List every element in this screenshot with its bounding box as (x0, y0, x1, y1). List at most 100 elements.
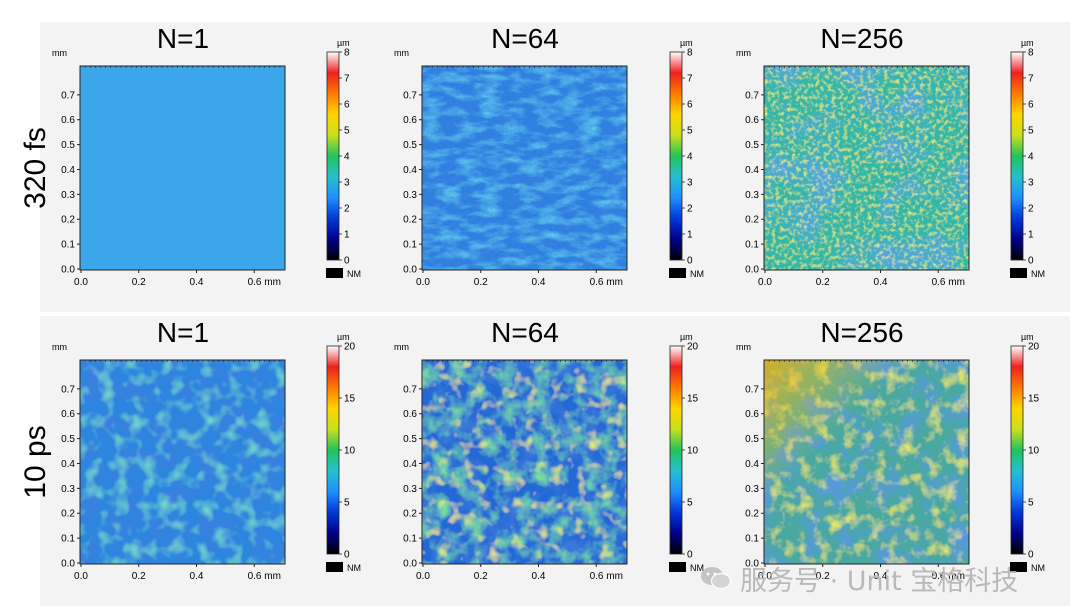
nm-label: NM (347, 563, 361, 573)
x-tick-label: 0.0 (416, 571, 430, 582)
y-tick-label: 0.0 (61, 265, 75, 276)
colorbar-tick-label: 5 (1028, 498, 1034, 509)
y-tick-label: 0.5 (745, 140, 759, 151)
colorbar-tick-label: 8 (1028, 48, 1034, 59)
y-tick-label: 0.4 (745, 165, 759, 176)
x-tick-label: 0.2 (132, 571, 146, 582)
colorbar-tick-label: 5 (687, 126, 693, 137)
panel-title: N=1 (157, 23, 209, 54)
nm-swatch (326, 562, 343, 572)
x-tick-label: 0.0 (74, 571, 88, 582)
y-tick-label: 0.3 (61, 484, 75, 495)
x-tick-label: 0.0 (416, 277, 430, 288)
colorbar-tick-label: 2 (1028, 204, 1034, 215)
nm-label: NM (347, 269, 361, 279)
colorbar (669, 51, 683, 261)
y-tick-label: 0.2 (61, 215, 75, 226)
y-tick-label: 0.3 (745, 190, 759, 201)
colorbar-tick-label: 20 (687, 342, 699, 353)
colorbar-tick-label: 2 (687, 204, 693, 215)
colorbar-unit: µm (680, 38, 693, 48)
x-tick-label: 0.0 (74, 277, 88, 288)
y-tick-label: 0.1 (745, 240, 759, 251)
x-tick-label: 0.2 (474, 277, 488, 288)
colorbar-tick-label: 8 (344, 48, 350, 59)
y-tick-label: 0.4 (745, 459, 759, 470)
row-label: 10 ps (19, 425, 52, 498)
panel-title: N=64 (491, 23, 559, 54)
x-tick-label: 0.2 (132, 277, 146, 288)
colorbar-tick-label: 1 (687, 230, 693, 241)
colorbar-tick-label: 5 (344, 126, 350, 137)
y-tick-label: 0.7 (403, 90, 417, 101)
colorbar-tick-label: 7 (1028, 74, 1034, 85)
x-tick-label: 0.0 (758, 277, 772, 288)
colorbar-tick-label: 0 (1028, 256, 1034, 267)
y-tick-label: 0.5 (61, 434, 75, 445)
y-tick-label: 0.5 (745, 434, 759, 445)
colorbar-unit: µm (1021, 38, 1034, 48)
nm-swatch (669, 562, 686, 572)
y-unit-label: mm (52, 342, 67, 352)
y-tick-label: 0.2 (745, 509, 759, 520)
y-tick-label: 0.4 (403, 459, 417, 470)
height-map (422, 66, 627, 270)
colorbar-tick-label: 0 (687, 256, 693, 267)
x-tick-label: 0.6 mm (248, 571, 281, 582)
y-tick-label: 0.6 (61, 409, 75, 420)
y-unit-label: mm (394, 48, 409, 58)
colorbar (669, 345, 683, 555)
colorbar-tick-label: 10 (344, 446, 356, 457)
y-tick-label: 0.2 (403, 509, 417, 520)
y-tick-label: 0.1 (61, 240, 75, 251)
y-tick-label: 0.6 (403, 409, 417, 420)
colorbar-tick-label: 15 (344, 394, 356, 405)
colorbar-unit: µm (337, 332, 350, 342)
y-tick-label: 0.0 (403, 265, 417, 276)
y-tick-label: 0.3 (403, 190, 417, 201)
y-tick-label: 0.1 (403, 534, 417, 545)
colorbar-unit: µm (1021, 332, 1034, 342)
height-map (80, 360, 285, 564)
y-tick-label: 0.5 (61, 140, 75, 151)
colorbar-tick-label: 20 (344, 342, 356, 353)
colorbar-tick-label: 3 (687, 178, 693, 189)
watermark: 服务号 · Unit 宝格科技 (700, 558, 1060, 598)
y-tick-label: 0.7 (745, 384, 759, 395)
colorbar (1010, 51, 1024, 261)
y-tick-label: 0.7 (745, 90, 759, 101)
x-tick-label: 0.4 (874, 277, 888, 288)
nm-label: NM (690, 563, 704, 573)
colorbar-tick-label: 4 (687, 152, 693, 163)
y-tick-label: 0.2 (403, 215, 417, 226)
panel-title: N=1 (157, 317, 209, 348)
colorbar (1010, 345, 1024, 555)
nm-swatch (669, 268, 686, 278)
x-tick-label: 0.4 (532, 277, 546, 288)
x-tick-label: 0.6 mm (248, 277, 281, 288)
x-tick-label: 0.2 (816, 571, 830, 582)
x-tick-label: 0.6 mm (932, 277, 965, 288)
y-unit-label: mm (52, 48, 67, 58)
y-tick-label: 0.6 (61, 115, 75, 126)
x-tick-label: 0.4 (874, 571, 888, 582)
colorbar-unit: µm (337, 38, 350, 48)
y-tick-label: 0.3 (403, 484, 417, 495)
y-unit-label: mm (394, 342, 409, 352)
y-tick-label: 0.2 (61, 509, 75, 520)
colorbar-tick-label: 2 (344, 204, 350, 215)
height-map (80, 66, 285, 270)
colorbar-tick-label: 0 (1028, 550, 1034, 561)
colorbar-tick-label: 1 (344, 230, 350, 241)
panel-title: N=256 (820, 317, 903, 348)
colorbar-tick-label: 15 (687, 394, 699, 405)
y-tick-label: 0.0 (403, 559, 417, 570)
colorbar-tick-label: 1 (1028, 230, 1034, 241)
y-tick-label: 0.1 (61, 534, 75, 545)
nm-swatch (1010, 562, 1027, 572)
panel-title: N=256 (820, 23, 903, 54)
nm-label: NM (1031, 269, 1045, 279)
colorbar-tick-label: 5 (1028, 126, 1034, 137)
colorbar-tick-label: 4 (1028, 152, 1034, 163)
